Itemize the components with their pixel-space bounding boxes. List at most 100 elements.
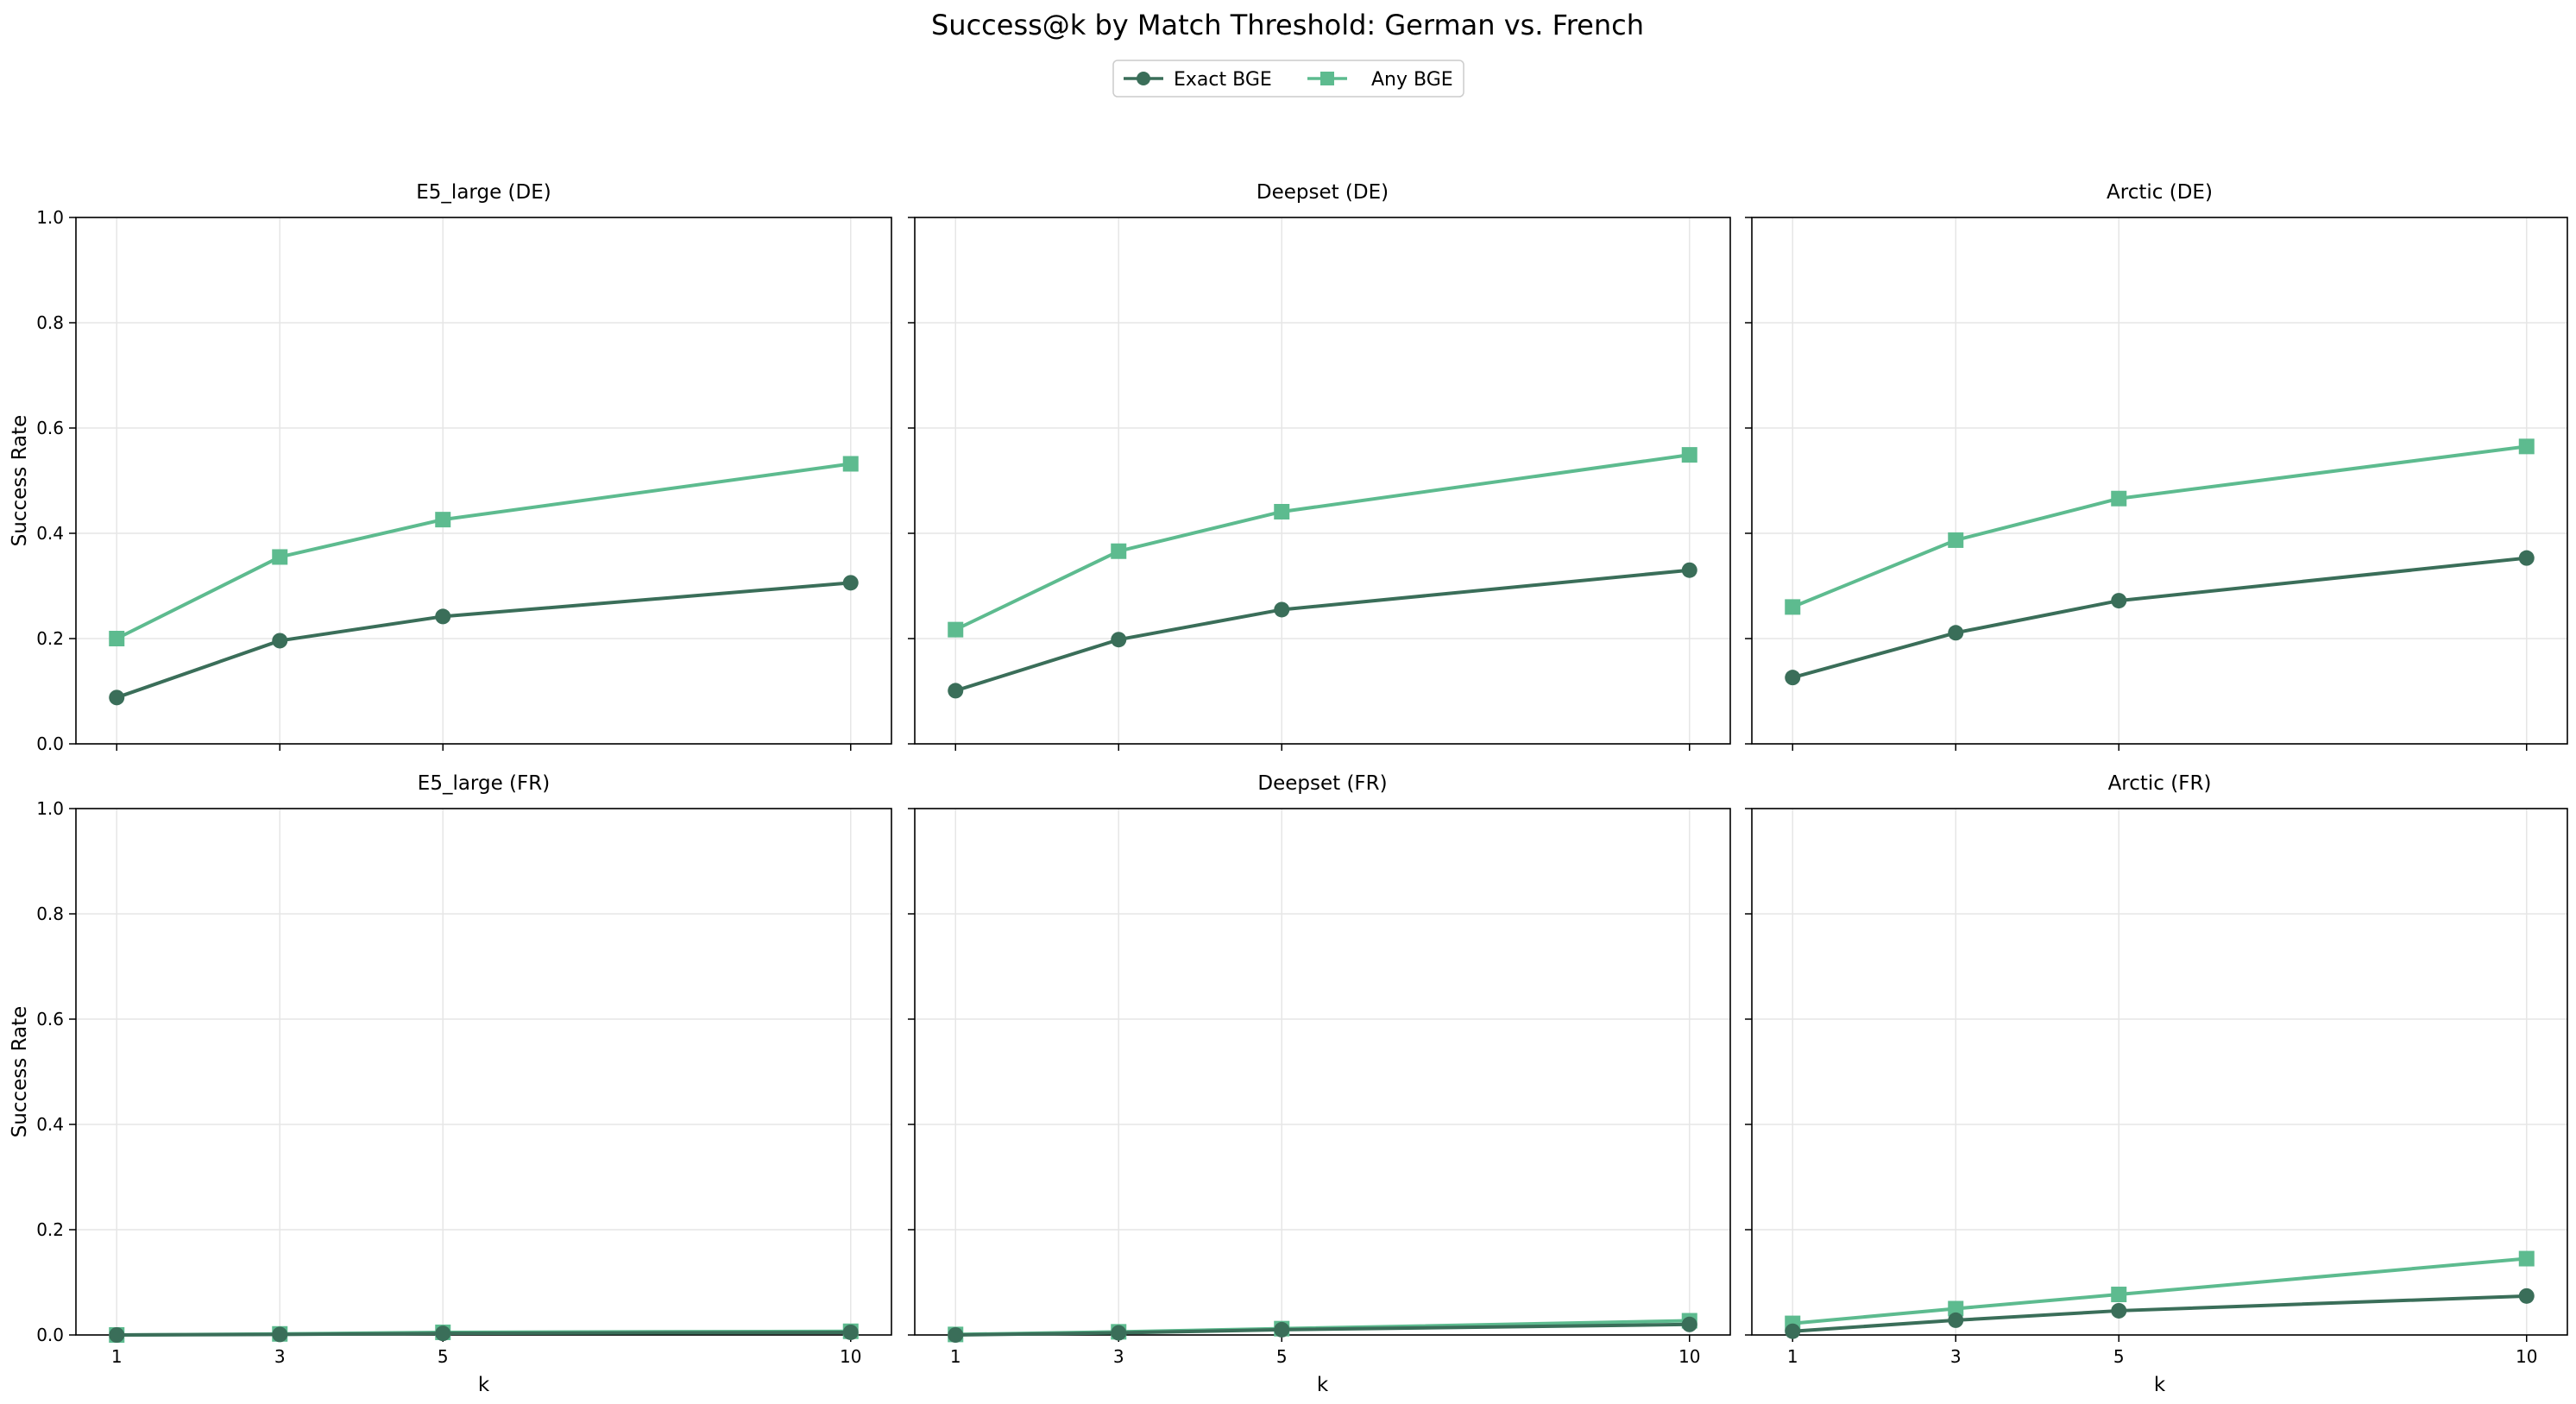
any-bge-point xyxy=(1111,543,1127,559)
any-bge-point xyxy=(1948,532,1964,548)
y-tick-label: 0.6 xyxy=(36,418,64,438)
x-tick-label: 10 xyxy=(2516,1346,2537,1367)
exact-bge-line xyxy=(117,1330,851,1337)
any-bge-line xyxy=(954,453,1691,632)
panels: 0.0 0.2 0.4 0.6 0.8 1.0 E5_large (DE) Success R… xyxy=(9,181,2568,1396)
any-bge-point xyxy=(2111,1287,2127,1303)
x-tick-label: 10 xyxy=(1678,1346,1700,1367)
x-axis-label: k xyxy=(2154,1374,2166,1396)
exact-bge-line xyxy=(954,568,1690,693)
exact-bge-point xyxy=(435,1325,451,1342)
any-bge-point xyxy=(1274,503,1290,519)
y-tick-label: 0.6 xyxy=(36,1009,64,1029)
exact-bge-point xyxy=(2111,1302,2127,1319)
y-tick-label: 0.4 xyxy=(36,1114,64,1135)
any-bge-point xyxy=(2111,490,2127,507)
any-bge-point xyxy=(272,549,288,565)
any-bge-line xyxy=(116,462,852,640)
exact-bge-point xyxy=(842,1324,859,1340)
x-tick-label: 3 xyxy=(1950,1346,1962,1367)
y-axis-label: Success Rate xyxy=(9,1006,31,1138)
x-tick-label: 1 xyxy=(950,1346,961,1367)
x-axis-label: k xyxy=(478,1374,490,1396)
x-tick-label: 1 xyxy=(111,1346,123,1367)
axes-frame xyxy=(1751,217,2568,745)
y-tick-label: 1.0 xyxy=(36,207,64,228)
x-tick-label: 1 xyxy=(1787,1346,1798,1367)
any-bge-point xyxy=(1785,599,1801,615)
exact-bge-point xyxy=(948,683,964,699)
exact-bge-line xyxy=(116,581,851,700)
any-bge-point xyxy=(109,631,125,646)
any-bge-point xyxy=(2518,438,2535,455)
panel-title: E5_large (DE) xyxy=(416,181,551,204)
y-tick-label: 0.8 xyxy=(36,312,64,333)
exact-bge-point xyxy=(948,1327,964,1343)
exact-bge-point xyxy=(272,633,288,649)
exact-bge-point xyxy=(2518,550,2535,566)
y-tick-label: 0.0 xyxy=(36,1325,64,1345)
any-bge-point xyxy=(1681,447,1697,463)
panel-title: Arctic (DE) xyxy=(2107,181,2213,204)
y-tick-label: 0.2 xyxy=(36,628,64,649)
legend-exact-label: Exact BGE xyxy=(1174,69,1272,91)
exact-bge-point xyxy=(1948,1312,1964,1328)
exact-bge-point xyxy=(109,1327,125,1343)
exact-bge-point xyxy=(1274,601,1290,618)
legend-frame xyxy=(1112,60,1464,98)
legend-any-label: Any BGE xyxy=(1371,69,1453,91)
x-tick-label: 10 xyxy=(840,1346,861,1367)
exact-bge-point xyxy=(109,689,125,706)
exact-bge-point xyxy=(1681,562,1697,578)
exact-bge-point xyxy=(2111,593,2127,609)
x-tick-label: 3 xyxy=(1113,1346,1124,1367)
x-tick-label: 5 xyxy=(2113,1346,2125,1367)
panel-title: Deepset (DE) xyxy=(1257,181,1389,204)
exact-bge-point xyxy=(1111,1325,1127,1341)
panel-4: 0.0 0.2 0.4 0.6 0.8 1.0 1 3 5 10 E5_large (FR) Succ… xyxy=(9,772,892,1396)
exact-bge-point xyxy=(2518,1288,2535,1304)
y-tick-label: 1.0 xyxy=(36,798,64,819)
axes-frame xyxy=(914,217,1731,745)
exact-bge-point xyxy=(435,608,451,625)
panel-3: Arctic (DE) xyxy=(1745,181,2568,751)
exact-bge-point xyxy=(1274,1321,1290,1338)
panel-title: Arctic (FR) xyxy=(2108,772,2212,795)
panel-2: Deepset (DE) xyxy=(908,181,1731,751)
y-axis-label: Success Rate xyxy=(9,415,31,547)
panel-6: 1 3 5 10 Arctic (FR) k xyxy=(1745,772,2568,1396)
panel-5: 1 3 5 10 Deepset (FR) k xyxy=(908,772,1731,1396)
panel-title: Deepset (FR) xyxy=(1257,772,1387,795)
exact-bge-line xyxy=(1792,556,2527,680)
any-bge-point xyxy=(1948,1300,1964,1317)
exact-bge-point xyxy=(1785,670,1801,686)
x-tick-label: 5 xyxy=(438,1346,449,1367)
exact-bge-point xyxy=(272,1326,288,1343)
x-tick-label: 5 xyxy=(1276,1346,1288,1367)
exact-bge-line xyxy=(955,1322,1690,1337)
y-tick-label: 0.4 xyxy=(36,523,64,544)
y-tick-label: 0.8 xyxy=(36,903,64,924)
exact-bge-point xyxy=(1681,1316,1697,1332)
any-bge-point xyxy=(948,621,964,638)
any-bge-point xyxy=(2518,1250,2535,1267)
any-bge-line xyxy=(1792,444,2528,609)
panel-1: 0.0 0.2 0.4 0.6 0.8 1.0 E5_large (DE) Success R… xyxy=(9,181,892,754)
axes-frame xyxy=(1751,808,2568,1336)
legend-any-marker xyxy=(1320,72,1334,85)
legend-exact-marker xyxy=(1137,72,1150,85)
any-bge-point xyxy=(842,456,859,472)
panel-title: E5_large (FR) xyxy=(418,772,550,795)
x-tick-label: 3 xyxy=(274,1346,286,1367)
exact-bge-point xyxy=(1948,625,1964,641)
any-bge-point xyxy=(435,512,451,528)
exact-bge-line xyxy=(1792,1294,2527,1333)
exact-bge-point xyxy=(1111,632,1127,648)
x-axis-label: k xyxy=(1317,1374,1329,1396)
exact-bge-point xyxy=(1785,1323,1801,1339)
y-tick-label: 0.0 xyxy=(36,733,64,754)
axes-frame xyxy=(914,808,1731,1336)
y-tick-label: 0.2 xyxy=(36,1219,64,1240)
legend: Exact BGE Any BGE xyxy=(1112,60,1464,98)
axes-frame xyxy=(75,217,892,745)
